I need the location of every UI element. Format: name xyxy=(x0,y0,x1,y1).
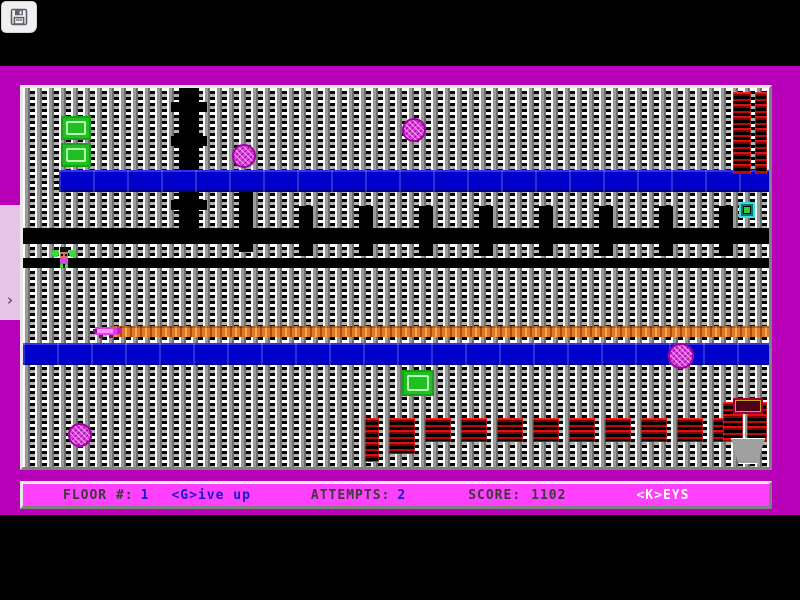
give-up-label[interactable]: ive up xyxy=(197,487,251,503)
status-bar: FLOOR #: 1 <G> ive up ATTEMPTS: 2 SCORE:… xyxy=(20,481,772,509)
rope-line[interactable] xyxy=(111,326,769,337)
flame-hazard xyxy=(755,92,767,174)
void-shaft xyxy=(419,206,433,256)
floppy-disk-icon xyxy=(10,8,28,26)
flame-hazard xyxy=(425,418,451,442)
magenta-orb[interactable] xyxy=(402,118,426,142)
flame-hazard xyxy=(365,418,379,462)
keys-label[interactable]: <K>EYS xyxy=(636,487,690,503)
score-label: SCORE: xyxy=(468,487,522,503)
green-crate[interactable] xyxy=(402,370,434,396)
player-character xyxy=(51,246,77,268)
top-toolbar xyxy=(0,0,800,33)
floor-label: FLOOR #: xyxy=(63,487,134,503)
attempts-value: 2 xyxy=(397,487,407,503)
attempts-label: ATTEMPTS: xyxy=(310,487,391,503)
conveyor-platform[interactable] xyxy=(59,170,769,192)
green-crate[interactable] xyxy=(61,143,91,167)
void-shaft xyxy=(171,200,207,210)
enemy-vehicle xyxy=(93,323,123,338)
magenta-orb[interactable] xyxy=(232,144,256,168)
give-up-key[interactable]: <G> xyxy=(171,487,198,503)
game-playfield[interactable] xyxy=(23,88,769,467)
floor-value: 1 xyxy=(140,487,150,503)
magenta-orb[interactable] xyxy=(68,423,92,447)
save-button[interactable] xyxy=(2,2,36,32)
flame-hazard xyxy=(389,418,415,454)
void-shaft xyxy=(659,206,673,256)
flame-hazard xyxy=(569,418,595,442)
game-window[interactable] xyxy=(20,85,772,470)
maroon-item-box[interactable] xyxy=(733,398,763,414)
void-shaft xyxy=(539,206,553,256)
flame-hazard xyxy=(677,418,703,442)
hopper-bucket xyxy=(731,438,765,464)
void-shaft xyxy=(171,136,207,146)
void-shaft xyxy=(359,206,373,256)
flame-hazard xyxy=(641,418,667,442)
crate-layer xyxy=(23,88,769,467)
green-crate[interactable] xyxy=(61,116,91,140)
void-layer xyxy=(23,88,769,467)
void-shaft xyxy=(479,206,493,256)
void-corridor xyxy=(23,228,769,244)
flame-hazard xyxy=(497,418,523,442)
void-shaft xyxy=(171,102,207,112)
score-value: 1102 xyxy=(531,487,567,503)
void-shaft xyxy=(599,206,613,256)
cyan-item-box[interactable] xyxy=(739,202,755,218)
flame-hazard xyxy=(533,418,559,442)
conveyor-layer xyxy=(23,88,769,467)
void-corridor xyxy=(23,258,769,268)
orb-layer xyxy=(23,88,769,467)
void-shaft xyxy=(239,192,253,252)
void-shaft xyxy=(719,206,733,256)
flame-hazard xyxy=(461,418,487,442)
chevron-right-icon[interactable]: › xyxy=(7,290,13,309)
flame-hazard xyxy=(605,418,631,442)
rope-layer xyxy=(23,88,769,467)
magenta-orb[interactable] xyxy=(668,343,694,369)
conveyor-platform[interactable] xyxy=(23,343,769,365)
left-side-panel xyxy=(0,205,20,320)
item-layer xyxy=(23,88,769,467)
flame-hazard xyxy=(733,92,751,174)
void-shaft xyxy=(299,206,313,256)
